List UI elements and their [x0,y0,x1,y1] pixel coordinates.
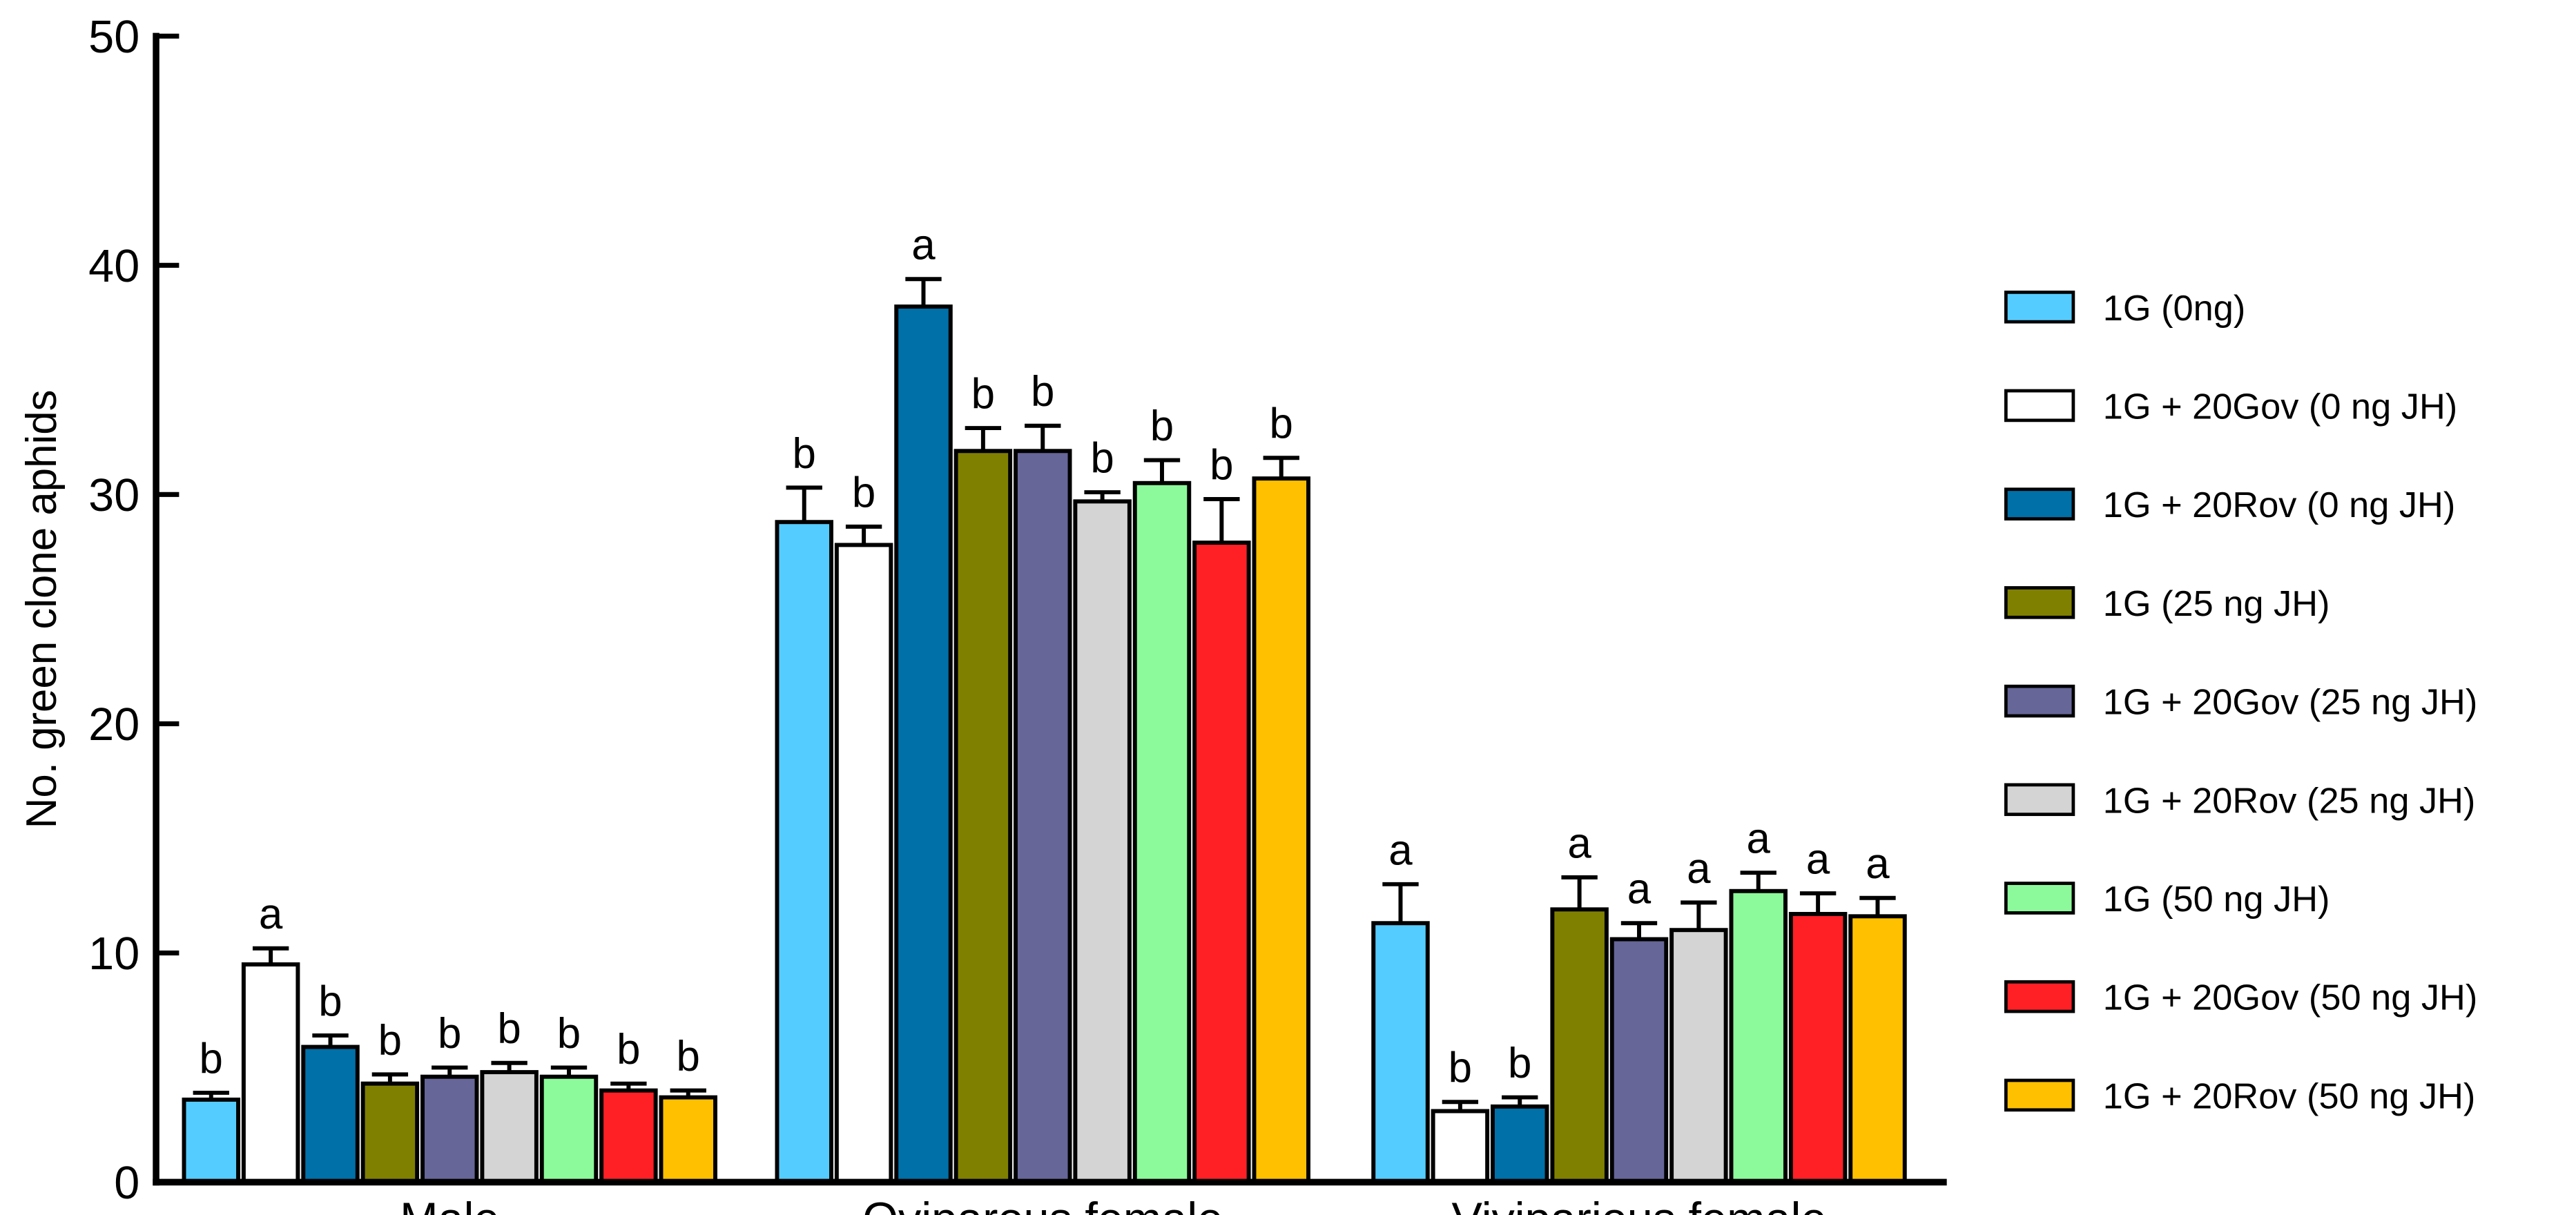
bar [834,543,893,1185]
significance-letter: a [1687,845,1711,893]
bar [360,1081,420,1185]
legend-swatch [2004,783,2075,817]
bar [1014,449,1072,1185]
legend-label: 1G + 20Gov (0 ng JH) [2103,387,2457,427]
legend-swatch [2004,684,2075,718]
legend: 1G (0ng) 1G + 20Gov (0 ng JH) 1G + 20Rov (… [2004,289,2478,1116]
significance-letter: b [318,978,342,1025]
legend-swatch [2004,586,2075,619]
legend-swatch [2004,882,2075,915]
legend-label: 1G + 20Gov (25 ng JH) [2103,683,2478,723]
significance-letter: b [1090,435,1114,483]
legend-label: 1G + 20Rov (50 ng JH) [2103,1076,2476,1116]
y-tick-label: 30 [88,470,139,521]
bar [1431,1109,1490,1185]
bar [1669,928,1728,1185]
bar [1848,914,1907,1185]
bar [1371,921,1430,1185]
bar [301,1044,360,1185]
y-tick-label: 50 [88,12,139,63]
bar [1192,541,1251,1185]
axes-layer: 0 10 20 30 40 50 Male Oviparous female Vivipario… [88,12,1947,1215]
significance-letter: b [1210,441,1233,489]
bar [1491,1104,1549,1185]
y-tick-label: 0 [114,1158,139,1209]
legend-swatch [2004,290,2075,324]
significance-letter: b [852,469,875,516]
legend-label: 1G (50 ng JH) [2103,879,2330,920]
significance-letter: a [1866,840,1890,888]
bar [894,304,953,1185]
bar [659,1095,717,1185]
significance-letter: b [378,1017,402,1065]
bar [1788,911,1848,1185]
significance-letter: b [617,1026,640,1073]
y-tick-label: 20 [88,699,139,750]
significance-letter: b [971,371,995,418]
significance-letter: a [1806,836,1830,884]
significance-letter: b [1031,368,1054,416]
significance-letter: b [677,1033,700,1080]
significance-letter: b [497,1005,521,1053]
legend-label: 1G (0ng) [2103,289,2246,329]
significance-letter: a [1627,866,1652,913]
x-category-label: Male [400,1194,499,1215]
legend-swatch [2004,487,2075,521]
bar [1729,888,1788,1185]
bar [1252,476,1310,1185]
y-axis-label: No. green clone aphids [18,389,66,828]
bar [1550,907,1609,1185]
legend-label: 1G + 20Rov (0 ng JH) [2103,485,2456,525]
significance-letter: a [1388,826,1413,874]
bar [1073,499,1132,1185]
bar [1609,937,1669,1185]
bar [182,1097,240,1185]
y-tick-label: 40 [88,241,139,292]
legend-label: 1G (25 ng JH) [2103,584,2330,624]
significance-letter: b [793,430,816,478]
bar [775,520,833,1185]
bar [420,1074,479,1185]
bar [480,1070,539,1185]
significance-letter: b [200,1035,223,1082]
bar [539,1074,599,1185]
significance-letter: b [1508,1040,1531,1087]
bar [953,449,1013,1185]
bar [599,1088,658,1185]
x-category-label: Viviparious female [1451,1194,1826,1215]
significance-letter: a [259,891,283,938]
significance-letter: b [557,1010,581,1058]
significance-letter: a [1567,819,1591,867]
bar [1132,480,1192,1185]
significance-letter: b [1150,402,1174,450]
legend-swatch [2004,1078,2075,1112]
significance-letter: b [1449,1044,1472,1092]
legend-swatch [2004,980,2075,1013]
x-category-label: Oviparous female [862,1194,1223,1215]
legend-label: 1G + 20Rov (25 ng JH) [2103,781,2476,821]
legend-label: 1G + 20Gov (50 ng JH) [2103,978,2478,1018]
bar [241,962,300,1185]
y-tick-label: 10 [88,929,139,980]
significance-letter: a [911,222,936,269]
significance-letter: b [438,1010,461,1058]
legend-swatch [2004,389,2075,422]
significance-letter: b [1270,400,1293,448]
significance-letter: a [1747,815,1771,863]
